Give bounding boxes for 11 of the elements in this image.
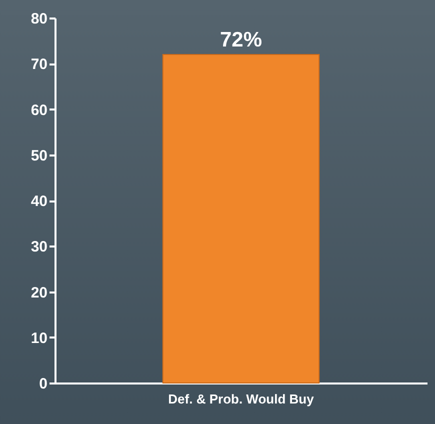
y-tick-label: 0 [39,376,48,392]
y-tick-label: 50 [30,147,48,164]
y-tick-label: 30 [30,238,48,256]
y-tick-label: 80 [30,10,48,28]
data-label: 72% [220,28,262,52]
y-tick-label: 70 [30,56,48,74]
x-tick-label: Def. & Prob. Would Buy [168,392,315,406]
y-tick-label: 60 [30,102,48,119]
y-tick-label: 40 [30,193,48,210]
y-tick-label: 10 [30,330,48,347]
y-tick-label: 20 [30,284,48,302]
